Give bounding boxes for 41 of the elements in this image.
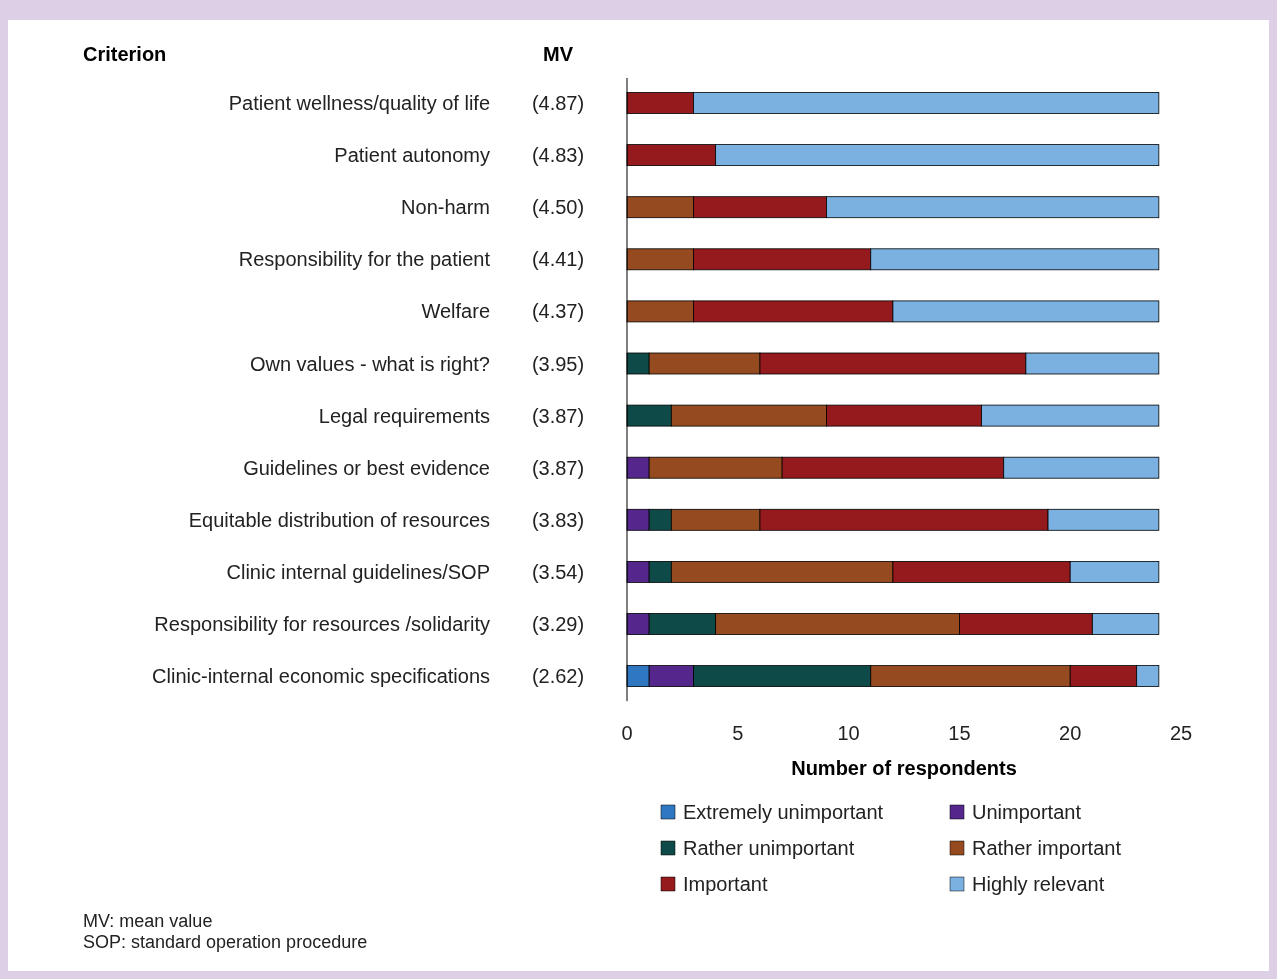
x-tick-label: 25: [1169, 722, 1193, 744]
legend-label: Highly relevant: [972, 873, 1105, 895]
x-tick-label: 20: [1059, 722, 1082, 744]
text: SOP: standard operation procedure: [83, 932, 368, 952]
y-tick-label: Equitable distribution of resources: [188, 508, 490, 531]
text: (4.83): [531, 144, 585, 167]
x-tick-label: 15: [948, 722, 971, 744]
text: (3.87): [531, 456, 585, 479]
x-tick-label: 5: [732, 722, 744, 744]
y-tick-label: Non-harm: [401, 196, 490, 219]
x-axis-title: Number of respondents: [791, 757, 1017, 779]
text: (2.62): [531, 665, 585, 688]
text: (3.29): [531, 613, 585, 635]
y-tick-label: Welfare: [421, 300, 490, 323]
text: (4.50): [531, 196, 585, 219]
legend-label: Rather unimportant: [683, 837, 855, 859]
legend-label: Unimportant: [972, 801, 1082, 823]
y-tick-label: Clinic-internal economic specifications: [152, 665, 490, 688]
text: (3.87): [531, 404, 585, 427]
text: MV: mean value: [83, 911, 213, 931]
text: (3.95): [531, 352, 585, 375]
y-tick-label: Legal requirements: [318, 404, 490, 427]
y-tick-label: Own values - what is right?: [249, 352, 490, 375]
legend-label: Important: [683, 873, 768, 895]
legend-label: Extremely unimportant: [683, 801, 884, 823]
text: (3.54): [531, 560, 585, 583]
y-tick-label: Responsibility for the patient: [238, 248, 491, 271]
y-tick-label: Guidelines or best evidence: [243, 456, 490, 479]
y-tick-label: Clinic internal guidelines/SOP: [226, 560, 490, 583]
x-tick-label: 0: [621, 722, 633, 744]
text: (4.37): [531, 300, 585, 323]
y-tick-label: Patient autonomy: [334, 144, 490, 167]
y-tick-label: Patient wellness/quality of life: [228, 92, 490, 114]
text: MV: [543, 43, 574, 65]
text: (4.87): [531, 92, 585, 114]
text: Criterion: [83, 43, 167, 65]
legend-label: Rather important: [972, 837, 1122, 859]
x-tick-label: 10: [837, 722, 860, 744]
text: (3.83): [531, 508, 585, 531]
text: (4.41): [531, 248, 585, 271]
y-tick-label: Responsibility for resources /solidarity: [154, 613, 490, 635]
